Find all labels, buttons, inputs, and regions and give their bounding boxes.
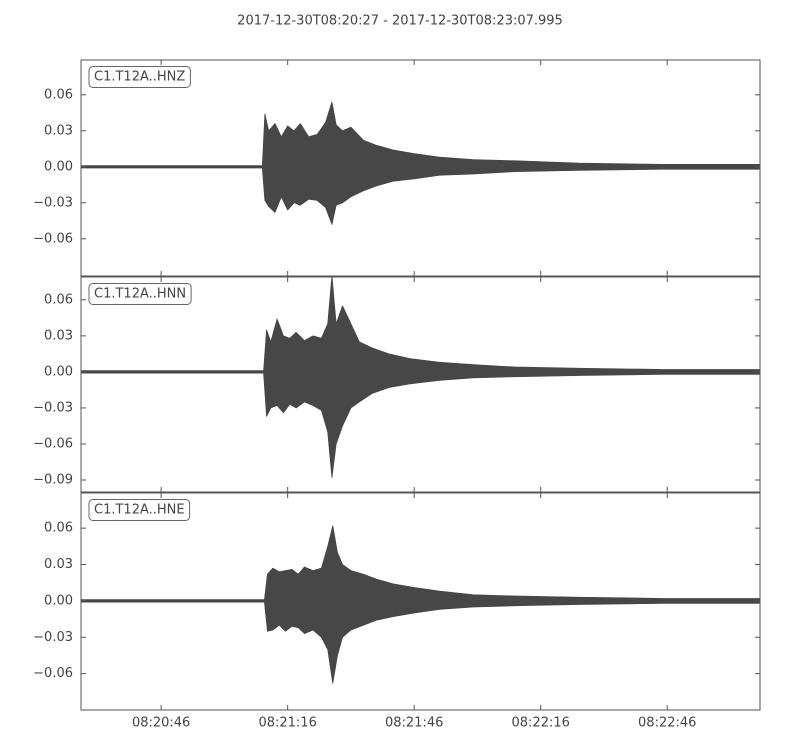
y-tick-label: 0.00 bbox=[44, 159, 73, 174]
waveform-envelope bbox=[81, 371, 760, 478]
chart-title: 2017-12-30T08:20:27 - 2017-12-30T08:23:0… bbox=[237, 14, 563, 29]
trace bbox=[81, 277, 760, 478]
y-tick-label: 0.06 bbox=[44, 292, 73, 307]
x-tick-label: 08:21:16 bbox=[258, 716, 316, 731]
y-tick-label: −0.06 bbox=[33, 436, 73, 451]
waveform-envelope bbox=[81, 101, 760, 168]
y-tick-label: 0.03 bbox=[44, 123, 73, 138]
trace-label: C1.T12A..HNN bbox=[94, 287, 186, 302]
x-tick-label: 08:22:16 bbox=[512, 716, 570, 731]
x-tick-label: 08:22:46 bbox=[638, 716, 696, 731]
waveform-envelope bbox=[81, 166, 760, 225]
y-tick-label: −0.03 bbox=[33, 400, 73, 415]
y-tick-label: −0.03 bbox=[33, 195, 73, 210]
y-tick-label: −0.06 bbox=[33, 231, 73, 246]
y-tick-label: −0.03 bbox=[33, 630, 73, 645]
waveform-envelope bbox=[81, 525, 760, 602]
y-tick-label: 0.06 bbox=[44, 521, 73, 536]
x-tick-label: 08:21:46 bbox=[385, 716, 443, 731]
trace-label-box bbox=[88, 283, 192, 305]
y-tick-label: −0.09 bbox=[33, 472, 73, 487]
y-tick-label: 0.03 bbox=[44, 557, 73, 572]
y-tick-label: 0.06 bbox=[44, 87, 73, 102]
waveform-envelope bbox=[81, 277, 760, 373]
trace-label-box bbox=[88, 66, 191, 88]
y-tick-label: 0.03 bbox=[44, 328, 73, 343]
axes-frame bbox=[80, 59, 761, 277]
axes-frame bbox=[80, 276, 761, 493]
trace-label-box bbox=[88, 499, 191, 521]
y-tick-label: 0.00 bbox=[44, 593, 73, 608]
waveform-envelope bbox=[81, 600, 760, 684]
trace-label: C1.T12A..HNE bbox=[94, 503, 185, 518]
trace-label: C1.T12A..HNZ bbox=[94, 70, 185, 85]
y-tick-label: 0.00 bbox=[44, 364, 73, 379]
trace bbox=[81, 101, 760, 225]
x-tick-label: 08:20:46 bbox=[132, 716, 190, 731]
y-tick-label: −0.06 bbox=[33, 666, 73, 681]
trace bbox=[81, 525, 760, 684]
axes-frame bbox=[80, 492, 761, 711]
